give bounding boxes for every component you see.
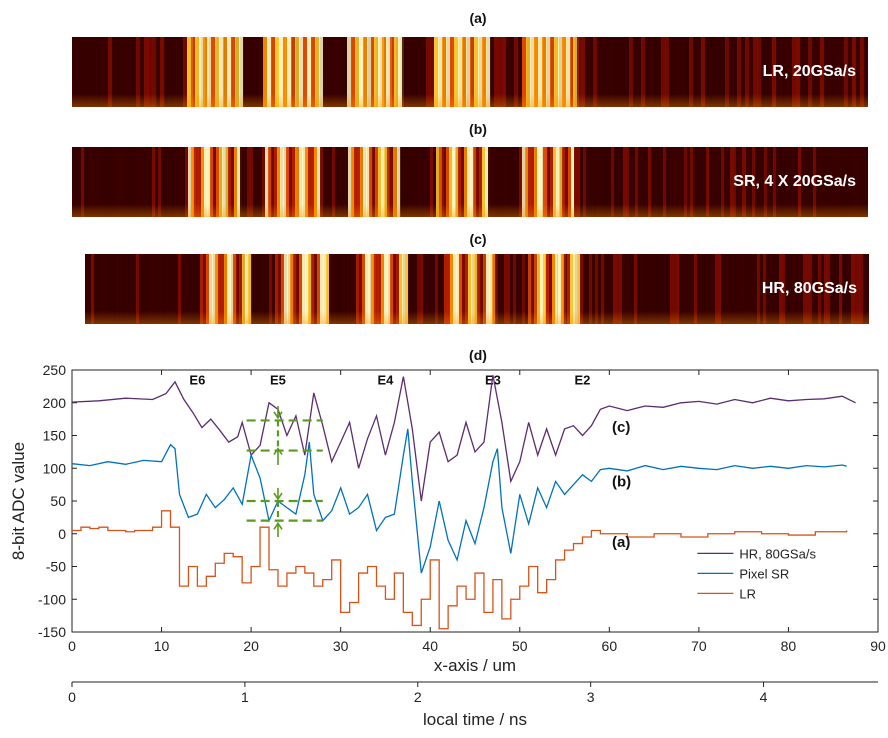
x-tick-label: 80 xyxy=(781,638,797,654)
y-tick-label: 150 xyxy=(43,428,67,444)
y-tick-label: 250 xyxy=(43,362,67,378)
x-tick-label: 0 xyxy=(68,638,76,654)
time-axis-label: local time / ns xyxy=(423,710,527,729)
x-axis-label: x-axis / um xyxy=(434,656,516,675)
region-label: E6 xyxy=(189,372,205,387)
region-label: E5 xyxy=(270,372,286,387)
y-axis-label: 8-bit ADC value xyxy=(9,442,28,560)
time-tick-label: 3 xyxy=(587,689,595,705)
y-tick-label: 100 xyxy=(43,460,67,476)
x-tick-label: 30 xyxy=(333,638,349,654)
x-tick-label: 20 xyxy=(243,638,259,654)
time-tick-label: 1 xyxy=(241,689,249,705)
y-tick-label: -50 xyxy=(46,559,66,575)
region-label: E4 xyxy=(377,372,394,387)
x-tick-label: 90 xyxy=(870,638,886,654)
x-tick-label: 70 xyxy=(691,638,707,654)
curve-label: (c) xyxy=(612,419,630,436)
x-tick-label: 50 xyxy=(512,638,528,654)
legend-label: LR xyxy=(739,586,756,601)
y-tick-label: -100 xyxy=(38,591,66,607)
time-tick-label: 2 xyxy=(414,689,422,705)
y-tick-label: 0 xyxy=(58,526,66,542)
time-tick-label: 0 xyxy=(68,689,76,705)
x-tick-label: 10 xyxy=(154,638,170,654)
curve-label: (b) xyxy=(612,474,631,491)
x-tick-label: 60 xyxy=(602,638,618,654)
x-tick-label: 40 xyxy=(422,638,438,654)
legend-label: Pixel SR xyxy=(739,566,789,581)
panel-label-d: (d) xyxy=(469,347,487,363)
curve-label: (a) xyxy=(612,534,630,551)
legend-label: HR, 80GSa/s xyxy=(739,546,816,561)
y-tick-label: 50 xyxy=(50,493,66,509)
time-tick-label: 4 xyxy=(760,689,768,705)
region-label: E2 xyxy=(575,372,591,387)
y-tick-label: -150 xyxy=(38,624,66,640)
y-tick-label: 200 xyxy=(43,395,67,411)
